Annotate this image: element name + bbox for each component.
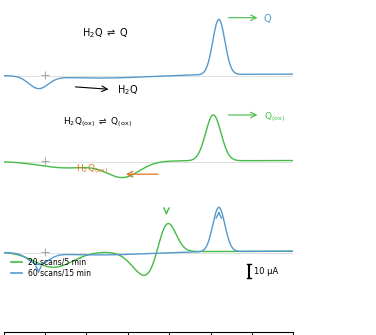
Text: 10 μA: 10 μA <box>254 267 278 276</box>
Text: Q: Q <box>264 14 271 24</box>
Text: H$_2$Q$_\mathrm{(ox)}$: H$_2$Q$_\mathrm{(ox)}$ <box>76 162 108 176</box>
Text: Q$_\mathrm{(ox)}$: Q$_\mathrm{(ox)}$ <box>264 110 285 124</box>
Text: H$_2$Q: H$_2$Q <box>117 84 138 97</box>
Text: H$_2$Q $\rightleftharpoons$ Q: H$_2$Q $\rightleftharpoons$ Q <box>82 26 129 40</box>
Text: H$_2$Q$_\mathrm{(ox)}$ $\rightleftharpoons$ Q$_\mathrm{(ox)}$: H$_2$Q$_\mathrm{(ox)}$ $\rightleftharpoo… <box>63 115 132 129</box>
Legend: 20 scans/5 min, 60 scans/15 min: 20 scans/5 min, 60 scans/15 min <box>8 254 94 281</box>
